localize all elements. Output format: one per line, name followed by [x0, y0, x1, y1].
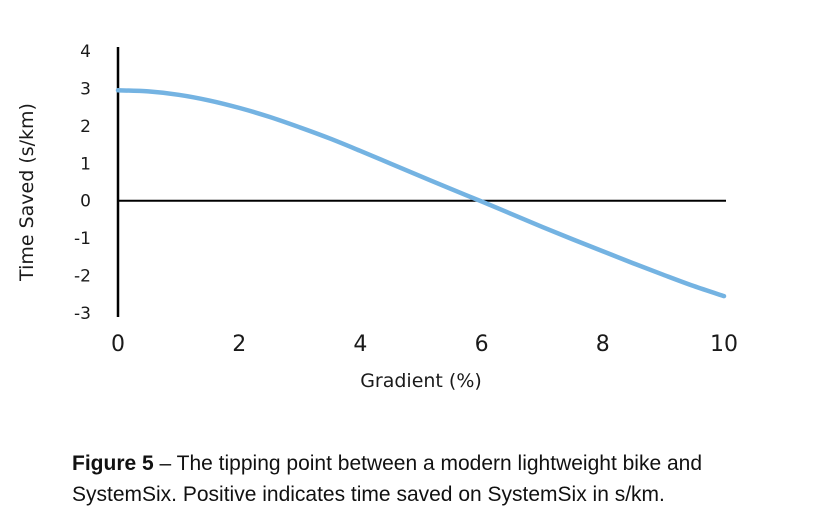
x-tick-label: 2 — [232, 332, 246, 357]
figure-caption: Figure 5 – The tipping point between a m… — [72, 448, 792, 510]
x-tick-label: 8 — [596, 332, 610, 357]
x-tick-label: 0 — [111, 332, 125, 357]
x-tick-label: 4 — [353, 332, 367, 357]
y-axis-title: Time Saved (s/km) — [16, 103, 38, 282]
series-line — [115, 88, 727, 299]
caption-text: – The tipping point between a modern lig… — [72, 452, 703, 506]
y-tick-label: 4 — [80, 42, 91, 62]
y-tick-label: -3 — [74, 304, 91, 324]
y-tick-label: 3 — [80, 79, 91, 99]
y-tick-label: 1 — [80, 154, 91, 174]
y-tick-label: 2 — [80, 117, 91, 137]
x-tick-label: 6 — [475, 332, 489, 357]
x-tick-label: 10 — [710, 332, 738, 357]
y-tick-label: 0 — [80, 192, 91, 212]
figure-label: Figure 5 — [72, 452, 154, 475]
x-axis-title: Gradient (%) — [360, 370, 482, 392]
y-tick-label: -2 — [74, 267, 91, 287]
y-tick-label: -1 — [74, 229, 91, 249]
y-tick-labels: 4 3 2 1 0 -1 -2 -3 — [74, 42, 91, 324]
x-tick-labels: 0 2 4 6 8 10 — [111, 332, 738, 357]
